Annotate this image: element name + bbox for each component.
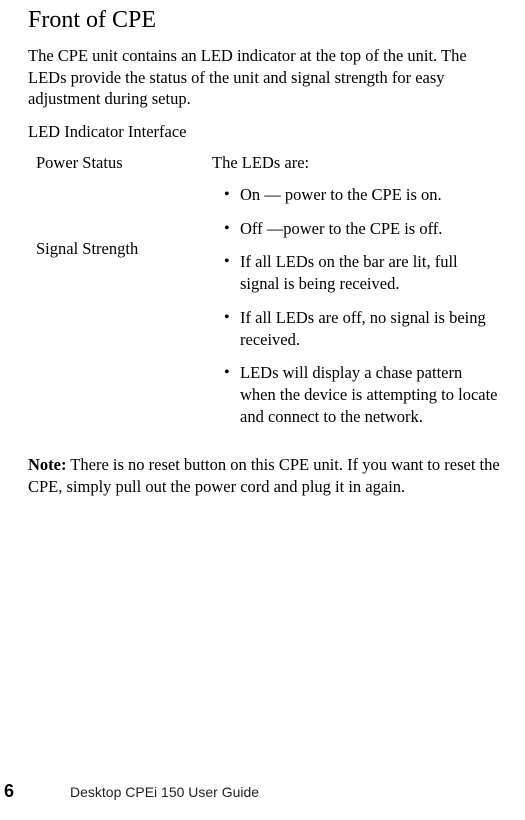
list-item: LEDs will display a chase pattern when t… — [224, 362, 501, 427]
note-paragraph: Note: There is no reset button on this C… — [28, 454, 501, 498]
led-info-layout: Power Status Signal Strength The LEDs ar… — [28, 152, 501, 440]
signal-strength-label: Signal Strength — [36, 238, 212, 260]
subheading: LED Indicator Interface — [28, 122, 501, 142]
note-text: There is no reset button on this CPE uni… — [28, 455, 500, 496]
section-heading: Front of CPE — [28, 0, 501, 45]
intro-paragraph: The CPE unit contains an LED indicator a… — [28, 45, 501, 110]
note-label: Note: — [28, 455, 66, 474]
list-item: If all LEDs are off, no signal is being … — [224, 307, 501, 351]
page-footer: 6 Desktop CPEi 150 User Guide — [0, 781, 525, 802]
list-item: If all LEDs on the bar are lit, full sig… — [224, 251, 501, 295]
labels-column: Power Status Signal Strength — [36, 152, 212, 260]
leds-lead-text: The LEDs are: — [212, 152, 501, 174]
list-item: On — power to the CPE is on. — [224, 184, 501, 206]
power-status-label: Power Status — [36, 152, 212, 174]
led-bullet-list: On — power to the CPE is on. Off —power … — [212, 184, 501, 428]
descriptions-column: The LEDs are: On — power to the CPE is o… — [212, 152, 501, 440]
list-item: Off —power to the CPE is off. — [224, 218, 501, 240]
footer-title: Desktop CPEi 150 User Guide — [42, 784, 259, 800]
page-container: Front of CPE The CPE unit contains an LE… — [0, 0, 525, 820]
page-number: 6 — [0, 781, 42, 802]
